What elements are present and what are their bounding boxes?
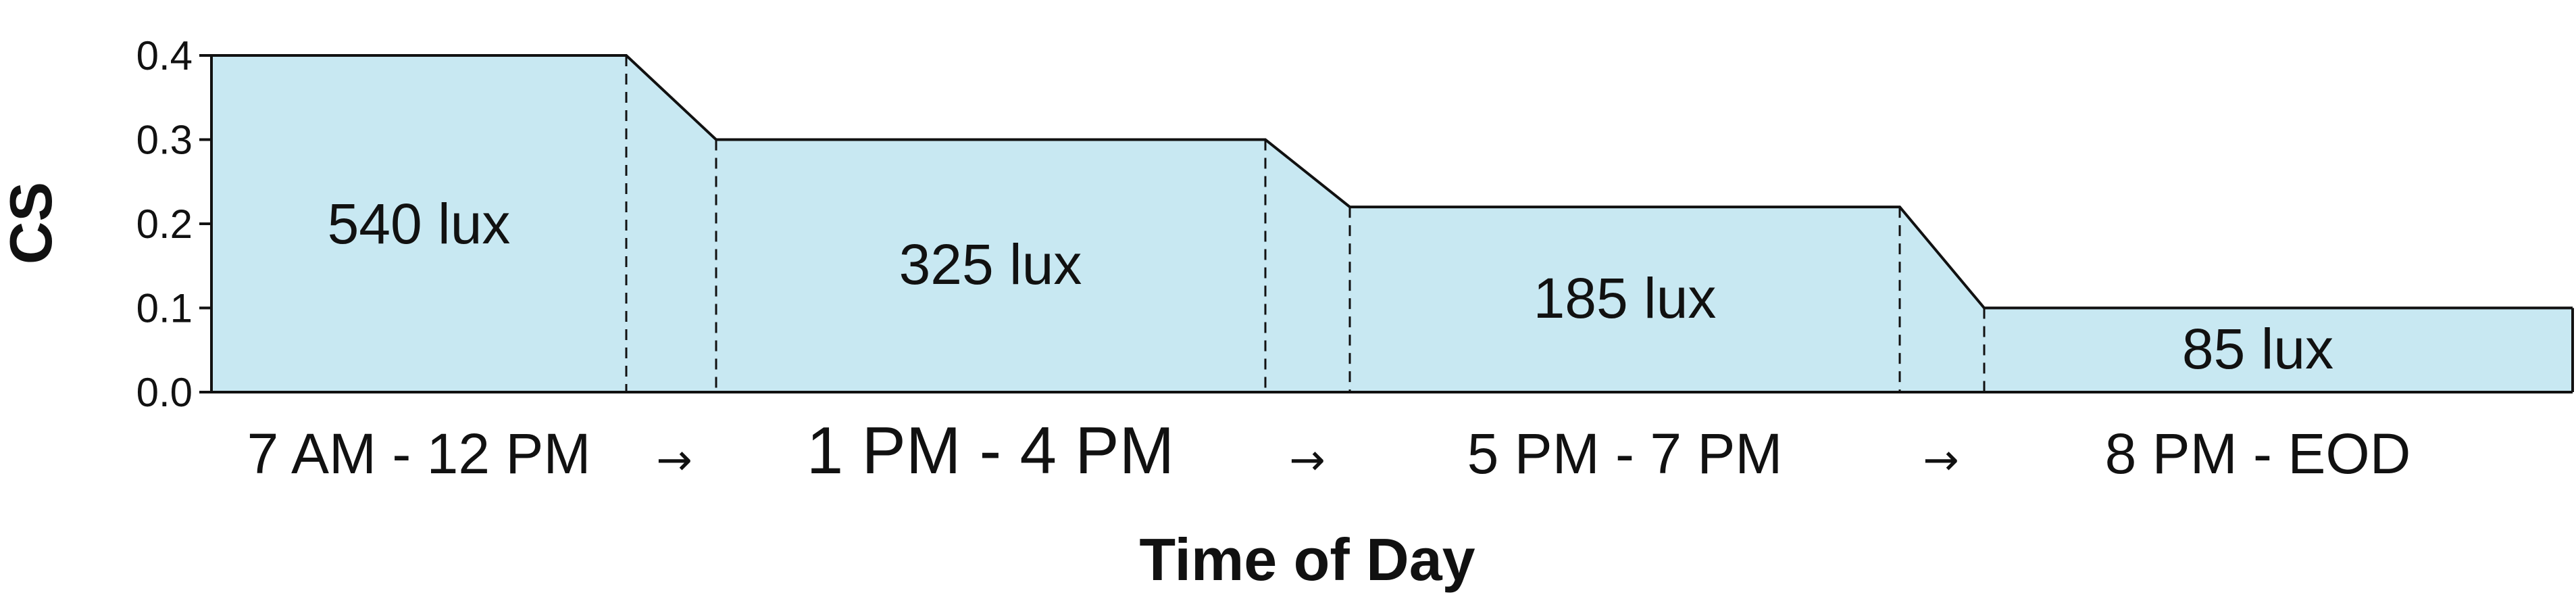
x-axis-period-labels: 7 AM - 12 PM 1 PM - 4 PM 5 PM - 7 PM 8 PM -… xyxy=(247,413,2411,487)
y-tick-label: 0.0 xyxy=(136,370,193,415)
segment-lux-label: 85 lux xyxy=(2182,317,2333,381)
period-label: 7 AM - 12 PM xyxy=(247,422,591,485)
period-label: 1 PM - 4 PM xyxy=(807,413,1175,487)
segment-lux-label: 540 lux xyxy=(328,192,511,256)
y-tick-label: 0.3 xyxy=(136,118,193,163)
y-tick-label: 0.1 xyxy=(136,286,193,331)
y-axis: 0.0 0.1 0.2 0.3 0.4 xyxy=(136,33,2573,415)
transition-arrow: → xyxy=(1923,435,1959,485)
transition-arrow: → xyxy=(1289,435,1325,485)
y-tick-label: 0.2 xyxy=(136,201,193,247)
segment-lux-label: 185 lux xyxy=(1534,266,1717,330)
period-label: 5 PM - 7 PM xyxy=(1467,422,1783,485)
x-axis-title: Time of Day xyxy=(1139,526,1475,593)
y-tick-label: 0.4 xyxy=(136,33,193,78)
cs-line xyxy=(211,54,2573,310)
plot-area: 540 lux 325 lux 185 lux 85 lux xyxy=(211,54,2574,392)
transition-arrow: → xyxy=(656,435,692,485)
period-label: 8 PM - EOD xyxy=(2105,422,2411,485)
segment-lux-label: 325 lux xyxy=(899,233,1082,296)
y-axis-title: CS xyxy=(0,182,64,264)
